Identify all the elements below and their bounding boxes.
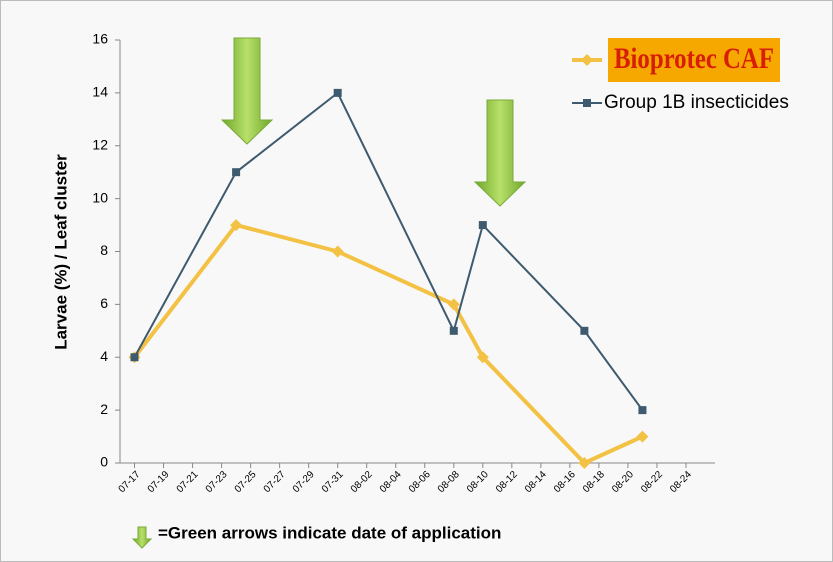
y-axis-label: Larvae (%) / Leaf cluster xyxy=(51,154,70,350)
marker xyxy=(636,430,649,443)
marker xyxy=(232,168,241,177)
y-tick-label: 10 xyxy=(92,189,108,205)
marker xyxy=(331,245,344,258)
legend-marker xyxy=(583,99,591,107)
note-arrow xyxy=(131,526,153,549)
marker xyxy=(478,221,487,230)
marker xyxy=(638,406,647,415)
marker xyxy=(230,219,243,232)
legend-label: Bioprotec CAF xyxy=(614,42,774,75)
y-tick-label: 0 xyxy=(100,454,108,470)
application-arrow xyxy=(220,37,274,145)
marker xyxy=(476,351,489,364)
y-tick-label: 8 xyxy=(100,242,108,258)
marker xyxy=(447,298,460,311)
note: =Green arrows indicate date of applicati… xyxy=(158,523,501,542)
legend-marker xyxy=(581,54,593,66)
application-arrow xyxy=(473,99,527,207)
marker xyxy=(130,353,139,362)
legend-box xyxy=(608,38,780,82)
marker xyxy=(449,326,458,335)
legend-label: Group 1B insecticides xyxy=(604,92,789,113)
y-tick-label: 6 xyxy=(100,295,108,311)
marker xyxy=(578,457,591,469)
y-tick-label: 2 xyxy=(100,401,108,417)
marker xyxy=(580,326,589,335)
marker xyxy=(333,88,342,97)
y-tick-label: 4 xyxy=(100,348,108,364)
y-tick-label: 16 xyxy=(92,31,108,47)
y-tick-label: 12 xyxy=(92,136,108,152)
y-tick-label: 14 xyxy=(92,84,108,100)
